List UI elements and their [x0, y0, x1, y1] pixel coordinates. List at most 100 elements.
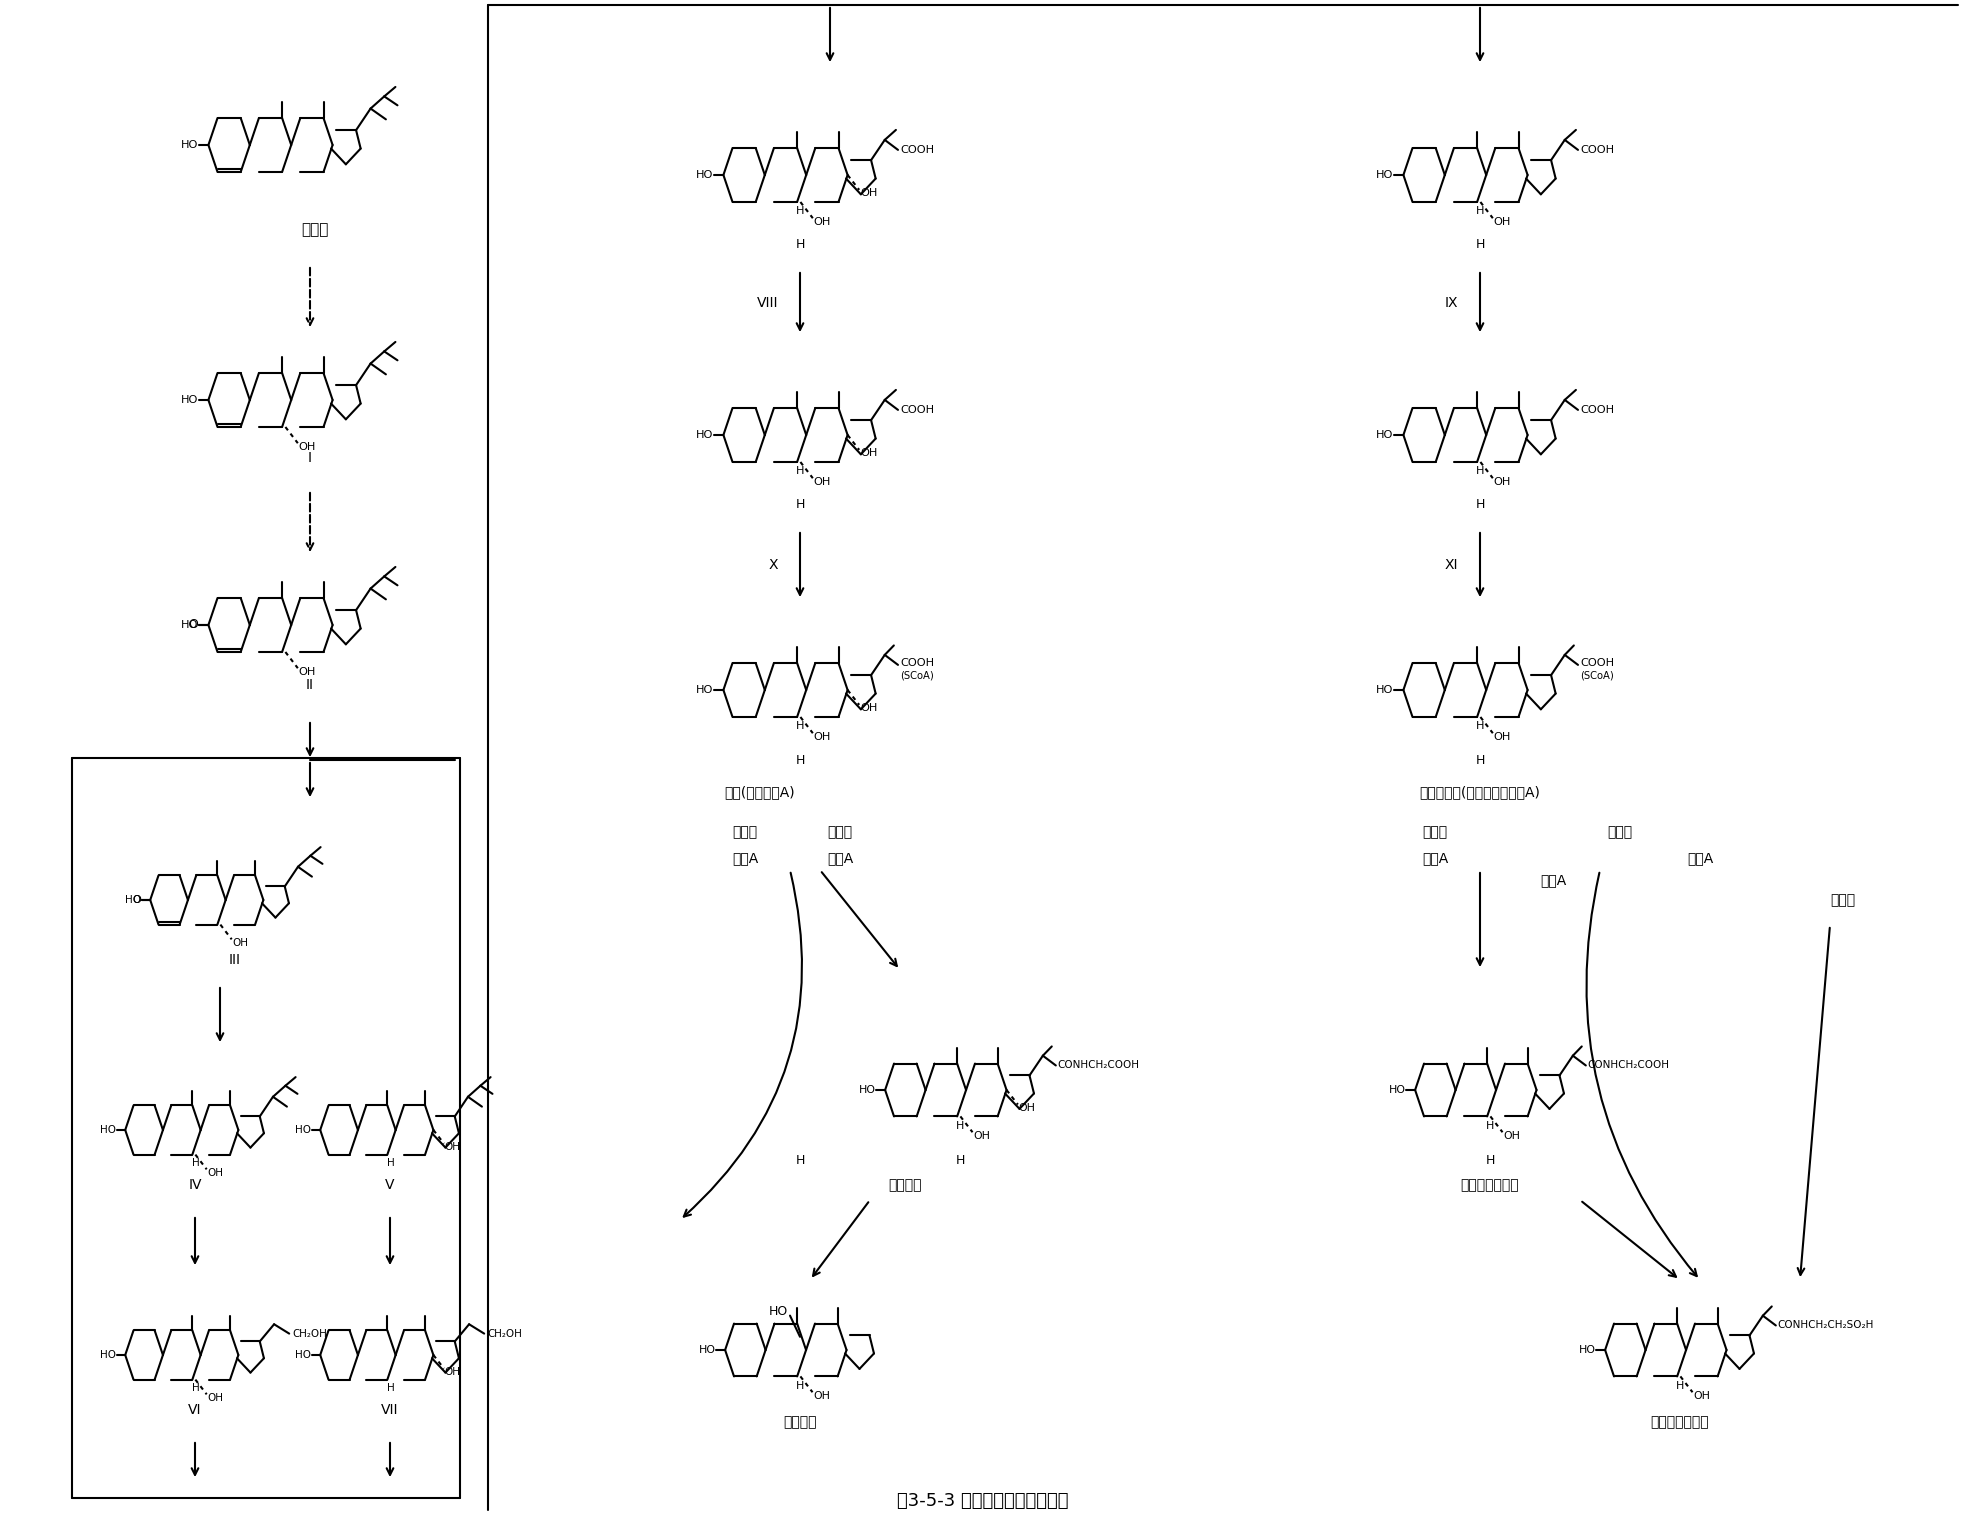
Text: HO: HO	[696, 430, 714, 440]
Text: HO: HO	[769, 1305, 789, 1319]
Text: H: H	[795, 499, 805, 511]
Text: OH: OH	[974, 1130, 989, 1141]
Text: HO: HO	[698, 1345, 716, 1355]
Text: III: III	[228, 954, 242, 967]
Text: HO: HO	[100, 1351, 116, 1360]
Text: H: H	[1487, 1121, 1495, 1130]
Text: 胆固醇: 胆固醇	[301, 222, 328, 237]
Text: H: H	[795, 239, 805, 251]
Text: CH₂OH: CH₂OH	[291, 1329, 327, 1338]
Text: H: H	[797, 467, 805, 476]
Text: OH: OH	[1503, 1130, 1520, 1141]
Text: CONHCH₂CH₂SO₂H: CONHCH₂CH₂SO₂H	[1778, 1320, 1875, 1331]
Text: (SCoA): (SCoA)	[901, 671, 934, 681]
Text: 牛磺酸: 牛磺酸	[732, 824, 757, 840]
Text: HO: HO	[1578, 1345, 1595, 1355]
Text: 甘氨酸: 甘氨酸	[828, 824, 852, 840]
Text: COOH: COOH	[901, 405, 934, 415]
Text: H: H	[956, 1121, 964, 1130]
Text: CONHCH₂COOH: CONHCH₂COOH	[1058, 1060, 1139, 1071]
Text: I: I	[309, 452, 313, 465]
Text: COOH: COOH	[901, 659, 934, 668]
Text: OH: OH	[1493, 732, 1511, 742]
Text: H: H	[797, 207, 805, 216]
Text: 图3-5-3 胆汁酸的主要合成途径: 图3-5-3 胆汁酸的主要合成途径	[897, 1492, 1068, 1510]
Text: OH: OH	[299, 441, 317, 452]
Text: H: H	[795, 1153, 805, 1167]
Text: OH: OH	[860, 449, 877, 458]
Text: OH: OH	[445, 1367, 460, 1377]
Text: 鹅脱氧胆酸(鹅脱氧胆酰辅酶A): 鹅脱氧胆酸(鹅脱氧胆酰辅酶A)	[1420, 785, 1540, 799]
Text: 甘氨胆酸: 甘氨胆酸	[889, 1177, 923, 1192]
Text: H: H	[795, 753, 805, 767]
Text: OH: OH	[1493, 216, 1511, 227]
Text: 牛磺酸: 牛磺酸	[1607, 824, 1633, 840]
Text: 甘氨鹅脱氧胆酸: 甘氨鹅脱氧胆酸	[1461, 1177, 1519, 1192]
Text: 胆酸(胆酰辅酶A): 胆酸(胆酰辅酶A)	[724, 785, 795, 799]
Text: HO: HO	[100, 1126, 116, 1135]
Text: VIII: VIII	[757, 297, 779, 310]
Text: H: H	[191, 1157, 199, 1168]
Text: H: H	[1475, 467, 1485, 476]
Text: X: X	[769, 558, 779, 572]
Text: OH: OH	[445, 1142, 460, 1151]
Text: H: H	[1676, 1381, 1684, 1390]
Text: OH: OH	[232, 938, 248, 948]
Text: OH: OH	[814, 216, 830, 227]
Text: COOH: COOH	[901, 144, 934, 155]
Text: HO: HO	[858, 1084, 875, 1095]
Text: 辅酶A: 辅酶A	[1422, 852, 1448, 865]
Text: V: V	[386, 1177, 395, 1192]
Text: OH: OH	[1019, 1103, 1037, 1113]
Text: VI: VI	[189, 1402, 203, 1418]
Text: 牛磺鹅脱氧胆酸: 牛磺鹅脱氧胆酸	[1650, 1415, 1709, 1430]
Text: COOH: COOH	[1580, 659, 1615, 668]
Text: H: H	[797, 721, 805, 732]
Text: OH: OH	[1694, 1390, 1711, 1401]
Text: XI: XI	[1444, 558, 1458, 572]
Text: HO: HO	[696, 684, 714, 695]
Text: 甘氨酸: 甘氨酸	[1422, 824, 1448, 840]
Text: 辅酶A: 辅酶A	[1688, 852, 1713, 865]
Text: II: II	[307, 678, 315, 692]
Text: IV: IV	[189, 1177, 203, 1192]
Text: HO: HO	[1389, 1084, 1404, 1095]
Text: OH: OH	[207, 1168, 224, 1177]
Text: H: H	[1475, 239, 1485, 251]
Text: OH: OH	[860, 189, 877, 198]
Text: CH₂OH: CH₂OH	[488, 1329, 521, 1338]
Text: HO: HO	[1377, 170, 1393, 179]
Text: HO: HO	[126, 894, 142, 905]
Text: H: H	[1475, 753, 1485, 767]
Text: H: H	[1475, 721, 1485, 732]
Text: HO: HO	[295, 1126, 311, 1135]
Text: CONHCH₂COOH: CONHCH₂COOH	[1587, 1060, 1670, 1071]
Text: H: H	[1475, 499, 1485, 511]
Text: H: H	[386, 1383, 393, 1393]
Text: OH: OH	[1493, 476, 1511, 487]
Text: HO: HO	[1377, 430, 1393, 440]
Text: H: H	[191, 1383, 199, 1393]
Text: (SCoA): (SCoA)	[1580, 671, 1613, 681]
Text: HO: HO	[181, 140, 199, 151]
Text: VII: VII	[382, 1402, 399, 1418]
Text: HO: HO	[1377, 684, 1393, 695]
Text: 辅酶A: 辅酶A	[732, 852, 757, 865]
Text: O: O	[132, 894, 142, 905]
Text: OH: OH	[299, 666, 317, 677]
Text: 辅酶A: 辅酶A	[1540, 873, 1566, 887]
Text: COOH: COOH	[1580, 144, 1615, 155]
Text: HO: HO	[181, 621, 199, 630]
Text: H: H	[1485, 1153, 1495, 1167]
Text: HO: HO	[295, 1351, 311, 1360]
Text: 牛磺胆酸: 牛磺胆酸	[783, 1415, 816, 1430]
Text: O: O	[189, 619, 199, 631]
Text: H: H	[797, 1381, 805, 1390]
Text: H: H	[956, 1153, 964, 1167]
Text: H: H	[386, 1157, 393, 1168]
Text: HO: HO	[696, 170, 714, 179]
Text: 辅酶A: 辅酶A	[826, 852, 854, 865]
Text: OH: OH	[860, 703, 877, 713]
Text: OH: OH	[814, 476, 830, 487]
Text: OH: OH	[814, 732, 830, 742]
